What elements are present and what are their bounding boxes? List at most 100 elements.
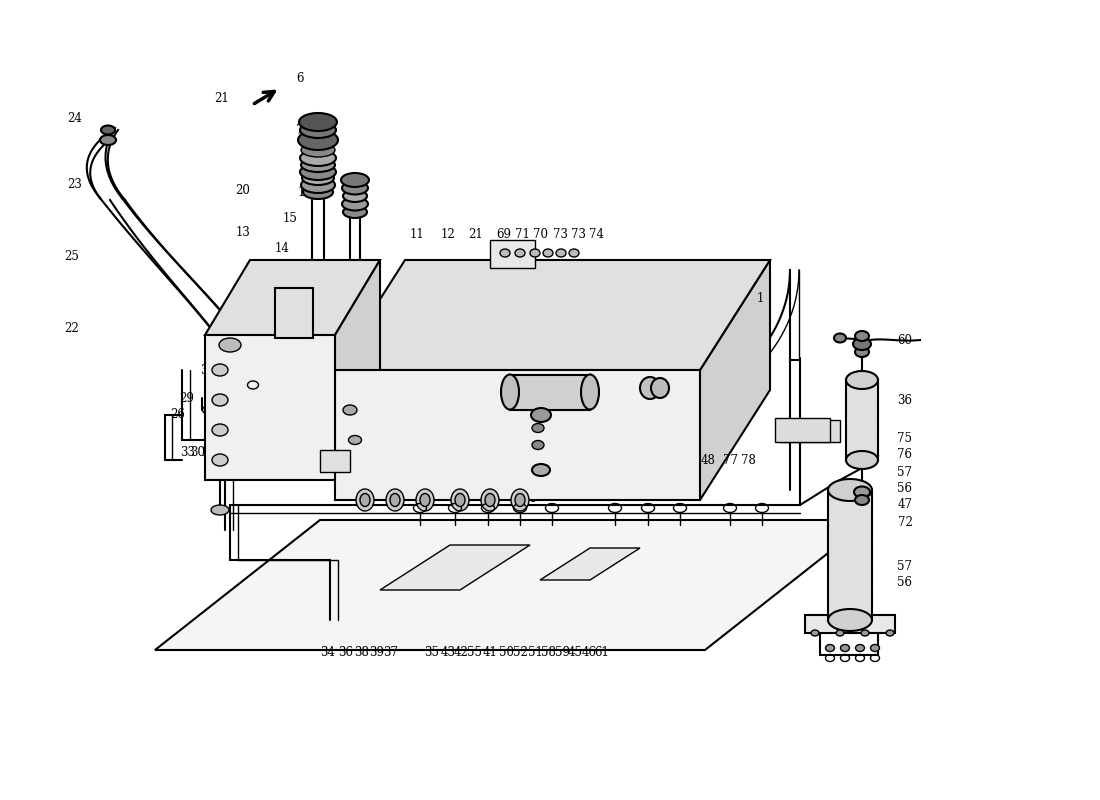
Ellipse shape bbox=[840, 645, 849, 651]
Text: 16: 16 bbox=[200, 446, 216, 458]
Text: 31: 31 bbox=[200, 363, 216, 377]
Text: 36: 36 bbox=[898, 394, 913, 406]
Ellipse shape bbox=[828, 609, 872, 631]
Polygon shape bbox=[336, 370, 700, 500]
Text: 25: 25 bbox=[65, 250, 79, 263]
Text: 42: 42 bbox=[453, 646, 469, 658]
Text: 14: 14 bbox=[275, 242, 289, 254]
Text: 48: 48 bbox=[701, 454, 715, 466]
Ellipse shape bbox=[515, 249, 525, 257]
Text: 59: 59 bbox=[554, 646, 570, 658]
Text: 45: 45 bbox=[568, 646, 583, 658]
Text: 9: 9 bbox=[506, 434, 514, 446]
Ellipse shape bbox=[825, 645, 835, 651]
Text: 17: 17 bbox=[598, 303, 614, 317]
Bar bbox=[776, 418, 830, 442]
Ellipse shape bbox=[500, 249, 510, 257]
Text: 4: 4 bbox=[561, 303, 569, 317]
Text: 60: 60 bbox=[898, 334, 913, 346]
Ellipse shape bbox=[532, 423, 544, 433]
Text: 13: 13 bbox=[235, 226, 251, 238]
Text: 66: 66 bbox=[442, 454, 458, 466]
Ellipse shape bbox=[836, 630, 844, 636]
Ellipse shape bbox=[212, 424, 228, 436]
Text: 30: 30 bbox=[190, 446, 206, 458]
Text: 20: 20 bbox=[235, 183, 251, 197]
Ellipse shape bbox=[455, 494, 465, 506]
Text: 40: 40 bbox=[363, 454, 377, 466]
Ellipse shape bbox=[856, 645, 865, 651]
Text: 62: 62 bbox=[430, 454, 444, 466]
Text: 52: 52 bbox=[513, 646, 527, 658]
Bar bbox=[490, 240, 535, 268]
Ellipse shape bbox=[581, 374, 600, 410]
Text: 12: 12 bbox=[441, 229, 455, 242]
Polygon shape bbox=[205, 260, 380, 335]
Text: 64: 64 bbox=[339, 451, 353, 465]
Text: 51: 51 bbox=[528, 646, 542, 658]
Ellipse shape bbox=[855, 495, 869, 505]
Polygon shape bbox=[336, 260, 380, 480]
Text: 72: 72 bbox=[898, 515, 912, 529]
Bar bbox=[320, 450, 350, 472]
Text: 38: 38 bbox=[354, 646, 370, 658]
Bar bbox=[805, 615, 895, 633]
Text: 57: 57 bbox=[898, 559, 913, 573]
Text: 70: 70 bbox=[532, 229, 548, 242]
Ellipse shape bbox=[212, 364, 228, 376]
Text: 36: 36 bbox=[339, 646, 353, 658]
Text: 63: 63 bbox=[623, 454, 638, 466]
Text: 23: 23 bbox=[67, 178, 82, 191]
Text: 35: 35 bbox=[425, 646, 440, 658]
Ellipse shape bbox=[640, 377, 660, 399]
Text: 54: 54 bbox=[520, 491, 536, 505]
Ellipse shape bbox=[101, 126, 116, 134]
Ellipse shape bbox=[420, 494, 430, 506]
Polygon shape bbox=[700, 260, 770, 500]
Text: 41: 41 bbox=[483, 646, 497, 658]
Text: 15: 15 bbox=[283, 211, 297, 225]
Polygon shape bbox=[205, 335, 336, 480]
Ellipse shape bbox=[343, 206, 367, 218]
Ellipse shape bbox=[302, 185, 333, 199]
Ellipse shape bbox=[300, 150, 336, 166]
Text: 50: 50 bbox=[498, 646, 514, 658]
Text: 53: 53 bbox=[491, 454, 506, 466]
Text: 71: 71 bbox=[515, 229, 529, 242]
Text: 57: 57 bbox=[898, 466, 913, 478]
Text: 75: 75 bbox=[898, 431, 913, 445]
Bar bbox=[828, 490, 872, 620]
Text: 69: 69 bbox=[496, 229, 512, 242]
Ellipse shape bbox=[343, 190, 367, 202]
Text: 68: 68 bbox=[454, 454, 470, 466]
Ellipse shape bbox=[300, 122, 336, 138]
Bar bbox=[510, 375, 590, 410]
Polygon shape bbox=[336, 260, 770, 370]
Text: 76: 76 bbox=[898, 449, 913, 462]
Ellipse shape bbox=[386, 489, 404, 511]
Ellipse shape bbox=[811, 630, 819, 636]
Text: 44: 44 bbox=[637, 454, 651, 466]
Ellipse shape bbox=[543, 249, 553, 257]
Text: 24: 24 bbox=[67, 111, 82, 125]
Text: 79: 79 bbox=[324, 371, 340, 385]
Ellipse shape bbox=[846, 451, 878, 469]
Ellipse shape bbox=[515, 494, 525, 506]
Ellipse shape bbox=[500, 374, 519, 410]
Polygon shape bbox=[379, 545, 530, 590]
Ellipse shape bbox=[212, 454, 228, 466]
Text: 2: 2 bbox=[301, 271, 309, 285]
Text: 58: 58 bbox=[540, 646, 556, 658]
Text: 7: 7 bbox=[296, 123, 304, 137]
Ellipse shape bbox=[390, 494, 400, 506]
Ellipse shape bbox=[416, 489, 434, 511]
Ellipse shape bbox=[886, 630, 894, 636]
Ellipse shape bbox=[211, 505, 229, 515]
Text: 21: 21 bbox=[520, 303, 536, 317]
Ellipse shape bbox=[485, 494, 495, 506]
Text: 1: 1 bbox=[757, 291, 763, 305]
Text: 55: 55 bbox=[468, 646, 483, 658]
Ellipse shape bbox=[556, 249, 566, 257]
Text: 49: 49 bbox=[686, 454, 702, 466]
Text: 26: 26 bbox=[170, 409, 186, 422]
